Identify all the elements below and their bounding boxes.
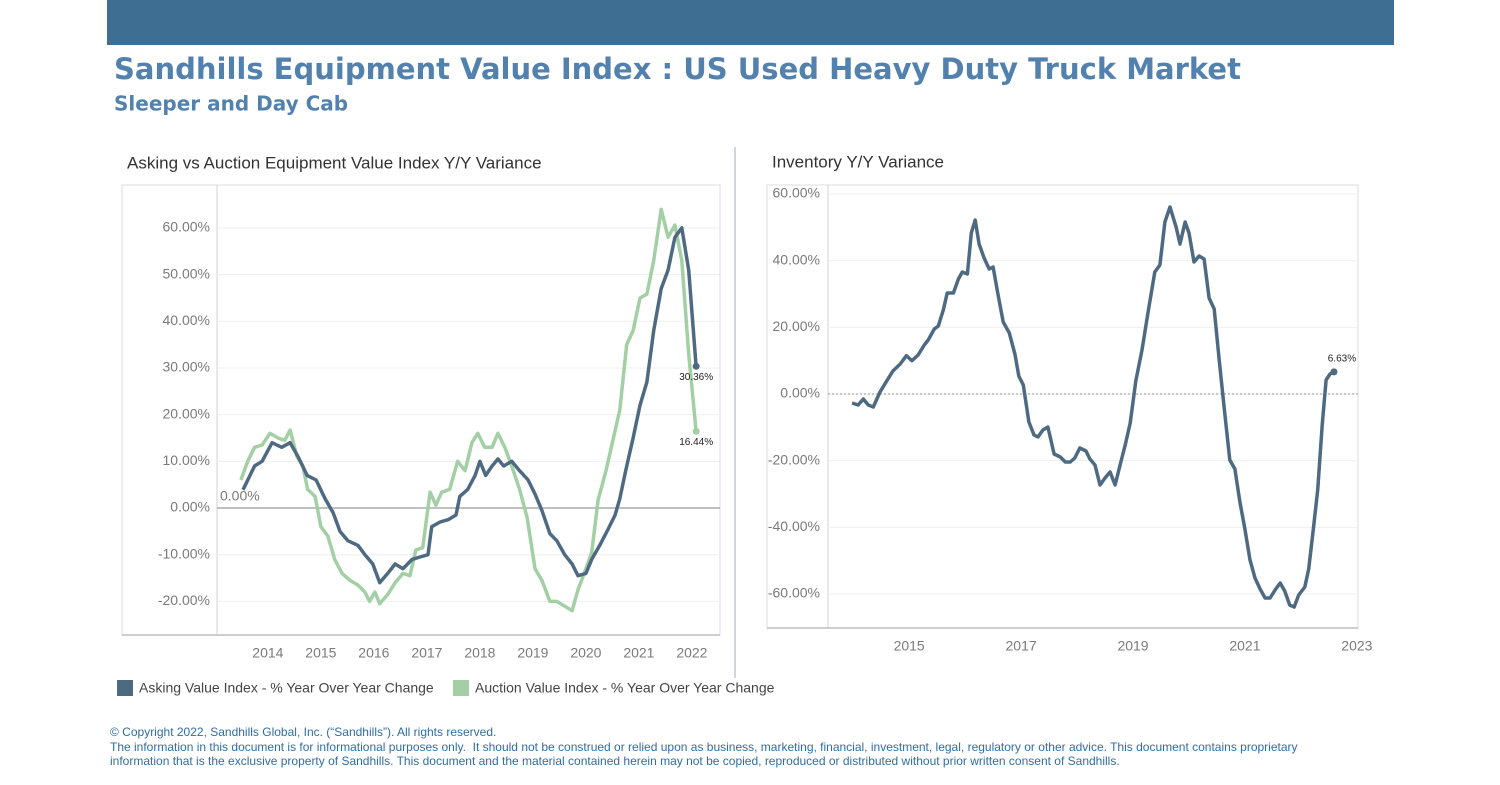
y-tick-label: 30.00% [163, 359, 210, 375]
plot-frame [121, 184, 721, 636]
reference-label: 0.00% [220, 488, 260, 504]
page-subtitle: Sleeper and Day Cab [114, 92, 348, 116]
plot-frame [766, 184, 1359, 629]
legend-swatch [117, 680, 133, 696]
end-point [692, 362, 700, 370]
x-tick-label: 2021 [623, 645, 654, 661]
y-tick-label: 40.00% [163, 312, 210, 328]
copyright: © Copyright 2022, Sandhills Global, Inc.… [110, 725, 496, 739]
disclaimer: information that is the exclusive proper… [110, 754, 1120, 768]
y-tick-label: -20.00% [768, 451, 820, 467]
y-tick-label: 0.00% [780, 385, 820, 401]
x-tick-label: 2017 [1006, 638, 1037, 654]
end-point [1330, 368, 1338, 376]
y-tick-label: 10.00% [163, 452, 210, 468]
x-tick-label: 2019 [1117, 638, 1148, 654]
y-tick-label: -10.00% [158, 545, 210, 561]
series-line [851, 205, 1335, 609]
legend-label: Auction Value Index - % Year Over Year C… [475, 680, 775, 696]
chart-title: Inventory Y/Y Variance [772, 152, 944, 171]
y-tick-label: 0.00% [170, 499, 210, 515]
end-label: 16.44% [679, 437, 713, 448]
x-tick-label: 2020 [570, 645, 601, 661]
x-tick-label: 2017 [411, 645, 442, 661]
legend-swatch [453, 680, 469, 696]
page-title: Sandhills Equipment Value Index : US Use… [114, 52, 1241, 86]
y-tick-label: 50.00% [163, 265, 210, 281]
y-tick-label: 60.00% [773, 185, 820, 201]
x-tick-label: 2022 [676, 645, 707, 661]
y-tick-label: 40.00% [773, 251, 820, 267]
y-tick-label: -20.00% [158, 592, 210, 608]
series-line [239, 207, 698, 613]
x-tick-label: 2015 [894, 638, 925, 654]
x-tick-label: 2018 [464, 645, 495, 661]
header-bar [107, 0, 1394, 45]
y-tick-label: 20.00% [163, 405, 210, 421]
x-tick-label: 2014 [252, 645, 283, 661]
series-line [241, 226, 698, 585]
end-label: 30.36% [679, 372, 713, 383]
x-tick-label: 2021 [1229, 638, 1260, 654]
y-tick-label: -60.00% [768, 585, 820, 601]
y-tick-label: 20.00% [773, 318, 820, 334]
end-label: 6.63% [1328, 354, 1356, 365]
legend-label: Asking Value Index - % Year Over Year Ch… [139, 680, 434, 696]
x-tick-label: 2019 [517, 645, 548, 661]
y-tick-label: 60.00% [163, 219, 210, 235]
end-point [692, 427, 700, 435]
chart-title: Asking vs Auction Equipment Value Index … [127, 153, 542, 172]
x-tick-label: 2023 [1341, 638, 1372, 654]
x-tick-label: 2016 [358, 645, 389, 661]
disclaimer: The information in this document is for … [110, 740, 1298, 754]
x-tick-label: 2015 [305, 645, 336, 661]
y-tick-label: -40.00% [768, 518, 820, 534]
